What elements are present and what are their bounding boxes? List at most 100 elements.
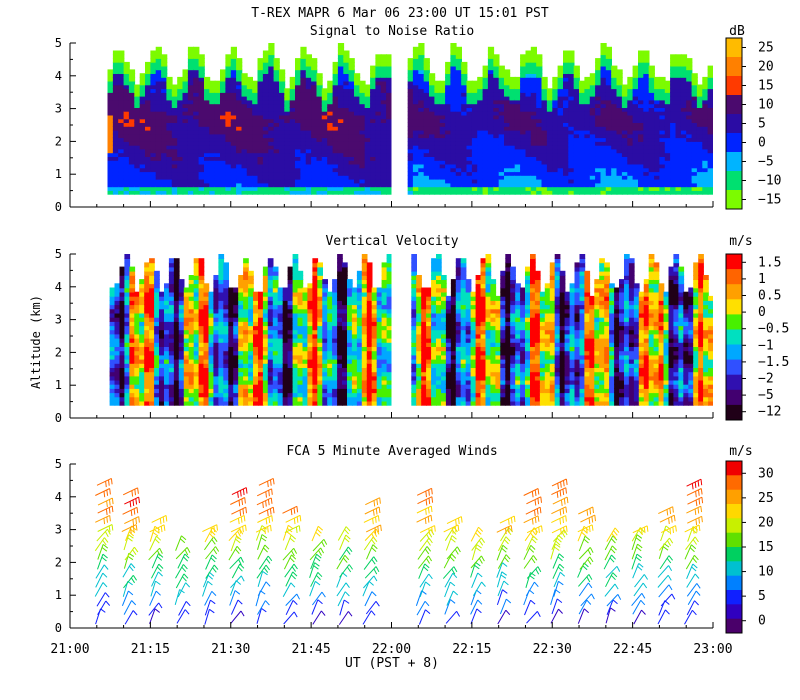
snr-cell	[423, 95, 430, 101]
snr-cell	[541, 178, 548, 184]
velocity-cell	[188, 379, 195, 385]
snr-cell	[563, 175, 570, 180]
snr-cell	[595, 129, 602, 135]
snr-cell	[680, 144, 688, 150]
snr-cell	[643, 99, 650, 105]
velocity-cell	[154, 346, 160, 352]
snr-cell	[514, 95, 521, 101]
snr-cell	[455, 99, 462, 105]
snr-cell	[477, 171, 484, 176]
snr-cell	[466, 137, 473, 142]
velocity-cell	[213, 279, 220, 285]
snr-cell	[193, 61, 200, 67]
snr-cell	[498, 95, 505, 101]
snr-cell	[589, 186, 596, 191]
snr-cell	[638, 175, 645, 180]
velocity-cell	[262, 375, 269, 381]
snr-cell	[616, 80, 623, 86]
velocity-cell	[243, 388, 249, 394]
snr-cell	[262, 54, 270, 59]
snr-cell	[359, 99, 366, 105]
velocity-cell	[248, 388, 254, 394]
snr-cell	[161, 61, 168, 67]
snr-cell	[166, 144, 173, 150]
velocity-cell	[144, 375, 150, 381]
snr-cell	[311, 129, 318, 135]
snr-cell	[230, 114, 237, 120]
velocity-cell	[243, 396, 249, 402]
snr-cell	[230, 133, 237, 139]
snr-cell	[546, 122, 554, 127]
snr-cell	[112, 186, 120, 191]
snr-cell	[702, 148, 709, 154]
snr-cell	[563, 99, 570, 105]
velocity-cell	[144, 367, 150, 373]
snr-cell	[552, 110, 559, 116]
snr-cell	[359, 137, 366, 142]
snr-cell	[193, 175, 200, 180]
snr-cell	[450, 163, 457, 169]
snr-cell	[680, 148, 688, 154]
snr-cell	[107, 103, 114, 108]
snr-cell	[514, 129, 521, 135]
velocity-cell	[223, 329, 229, 335]
velocity-cell	[267, 367, 274, 373]
snr-cell	[504, 118, 511, 123]
velocity-cell	[208, 363, 215, 368]
snr-cell	[112, 114, 120, 120]
snr-cell	[332, 99, 339, 105]
snr-cell	[638, 182, 645, 188]
snr-cell	[380, 159, 387, 165]
snr-cell	[536, 58, 543, 63]
snr-cell	[262, 156, 270, 161]
snr-cell	[268, 171, 275, 176]
snr-cell	[327, 129, 334, 135]
snr-cell	[337, 148, 345, 154]
velocity-cell	[124, 262, 131, 268]
velocity-cell	[238, 392, 244, 398]
snr-cell	[557, 159, 564, 165]
velocity-cell	[203, 321, 210, 327]
snr-cell	[343, 167, 350, 173]
snr-cell	[595, 167, 602, 173]
snr-cell	[638, 61, 645, 67]
snr-cell	[439, 126, 446, 131]
snr-cell	[118, 141, 125, 146]
velocity-cell	[203, 350, 210, 356]
snr-cell	[670, 99, 677, 105]
snr-cell	[461, 73, 468, 78]
velocity-cell	[253, 400, 259, 406]
snr-cell	[605, 84, 612, 90]
snr-cell	[107, 129, 114, 135]
snr-cell	[364, 152, 371, 157]
velocity-cell	[178, 367, 185, 373]
velocity-cell	[213, 350, 220, 356]
snr-cell	[279, 107, 286, 112]
snr-cell	[364, 163, 371, 169]
snr-cell	[504, 73, 511, 78]
velocity-cell	[124, 379, 131, 385]
snr-cell	[530, 137, 537, 142]
velocity-cell	[218, 358, 225, 364]
velocity-cell	[282, 291, 289, 297]
snr-cell	[321, 186, 328, 191]
snr-cell	[563, 129, 570, 135]
snr-cell	[530, 65, 537, 71]
snr-cell	[161, 114, 168, 120]
snr-cell	[177, 175, 184, 180]
velocity-cell	[253, 300, 259, 306]
velocity-cell	[109, 350, 116, 356]
snr-cell	[589, 95, 596, 101]
velocity-cell	[178, 337, 185, 343]
snr-cell	[482, 163, 489, 169]
snr-cell	[589, 159, 596, 165]
snr-cell	[557, 95, 564, 101]
velocity-cell	[168, 337, 175, 343]
snr-cell	[455, 167, 462, 173]
snr-cell	[268, 95, 275, 101]
snr-cell	[236, 92, 243, 97]
snr-cell	[262, 107, 270, 112]
velocity-cell	[193, 392, 200, 398]
velocity-cell	[253, 308, 259, 314]
velocity-cell	[159, 304, 165, 310]
